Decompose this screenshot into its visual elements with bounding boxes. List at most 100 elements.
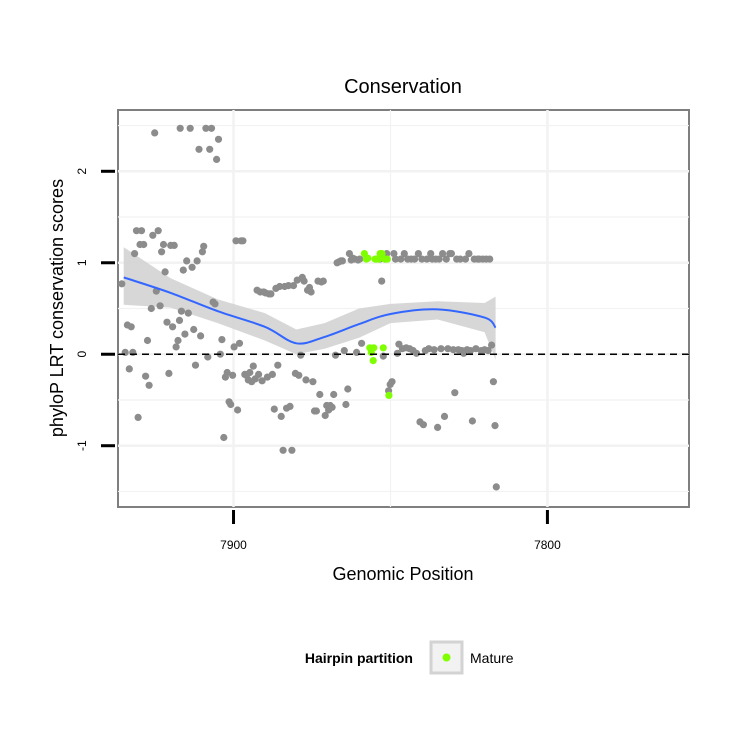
legend: Hairpin partition Mature — [305, 640, 514, 675]
y-tick-label: -1 — [75, 440, 89, 451]
data-point — [255, 370, 263, 378]
data-point — [414, 250, 422, 258]
data-point — [358, 339, 366, 347]
data-point — [491, 422, 499, 430]
data-point — [239, 237, 247, 245]
data-point — [456, 255, 464, 263]
data-point — [142, 372, 150, 380]
data-point — [143, 336, 152, 345]
data-point — [137, 227, 146, 235]
data-point — [430, 346, 438, 354]
data-point — [465, 250, 473, 258]
data-point — [295, 371, 303, 379]
data-point — [181, 330, 189, 338]
data-point — [434, 423, 442, 431]
data-point — [356, 255, 364, 263]
data-point — [229, 371, 237, 379]
data-point — [340, 347, 348, 355]
data-point — [442, 255, 450, 263]
data-point — [418, 255, 426, 263]
data-point — [484, 347, 492, 355]
smooth-fit-line — [123, 276, 497, 345]
data-point — [297, 351, 305, 359]
data-point-mature — [383, 255, 391, 263]
data-point — [184, 309, 192, 317]
data-point — [437, 345, 445, 353]
y-tick-label: 0 — [75, 351, 89, 358]
data-point — [158, 248, 166, 256]
data-point — [411, 255, 419, 263]
data-point — [220, 433, 228, 442]
data-point — [197, 332, 205, 340]
data-point — [321, 411, 329, 420]
data-point — [206, 145, 214, 153]
data-point — [214, 135, 223, 143]
data-point — [258, 377, 266, 385]
data-point — [125, 365, 133, 373]
data-point-mature — [364, 254, 372, 262]
x-tick-label: 7900 — [220, 538, 247, 552]
data-point — [461, 255, 470, 263]
data-point — [316, 390, 324, 399]
grid-lines — [118, 110, 689, 507]
data-point — [218, 336, 226, 344]
data-point — [230, 343, 238, 351]
data-point-mature — [385, 391, 393, 399]
data-point — [488, 341, 496, 349]
data-point — [302, 376, 310, 384]
data-point — [177, 307, 185, 315]
axes-layer: -1 0 1 2 7900 7800 — [75, 168, 561, 552]
data-point — [159, 240, 168, 249]
data-point — [489, 378, 497, 386]
y-axis-label: phyloP LRT conservation scores — [47, 179, 67, 437]
data-point-mature — [369, 357, 377, 365]
data-point-mature — [374, 255, 383, 263]
data-point — [419, 421, 427, 429]
data-point — [344, 385, 352, 393]
data-point — [267, 290, 275, 298]
data-point — [175, 316, 184, 324]
data-point — [176, 124, 184, 132]
data-point — [439, 250, 447, 258]
data-point — [427, 250, 435, 258]
data-point — [286, 402, 294, 410]
smooth-line-layer — [123, 276, 497, 345]
data-point — [161, 268, 169, 276]
data-point — [188, 263, 196, 271]
data-point — [400, 250, 408, 258]
data-point — [492, 483, 500, 491]
data-point — [397, 255, 405, 263]
data-point — [198, 248, 206, 256]
data-point — [147, 304, 155, 313]
data-point — [163, 318, 171, 326]
data-point — [156, 302, 164, 310]
data-point-mature — [379, 344, 387, 352]
legend-key-mature — [442, 653, 451, 662]
data-point — [312, 407, 320, 415]
data-point — [191, 361, 200, 369]
data-point — [338, 257, 346, 265]
data-point — [423, 255, 431, 263]
data-point — [393, 349, 401, 357]
data-point — [468, 417, 476, 425]
data-point — [330, 390, 338, 399]
data-point — [223, 368, 231, 377]
data-point — [388, 378, 396, 386]
data-point — [234, 406, 242, 414]
data-point — [328, 403, 336, 411]
data-point — [186, 124, 194, 132]
data-point — [435, 255, 443, 263]
data-point — [127, 323, 135, 331]
data-point — [268, 370, 276, 378]
data-point — [277, 412, 285, 420]
data-point — [145, 381, 153, 389]
data-point — [235, 339, 244, 347]
chart-title: Conservation — [344, 76, 462, 98]
data-point — [200, 242, 208, 250]
data-point — [174, 336, 182, 345]
data-point — [300, 277, 308, 285]
data-point — [140, 240, 148, 249]
x-axis-label: Genomic Position — [332, 564, 473, 584]
legend-label-mature: Mature — [470, 650, 514, 666]
